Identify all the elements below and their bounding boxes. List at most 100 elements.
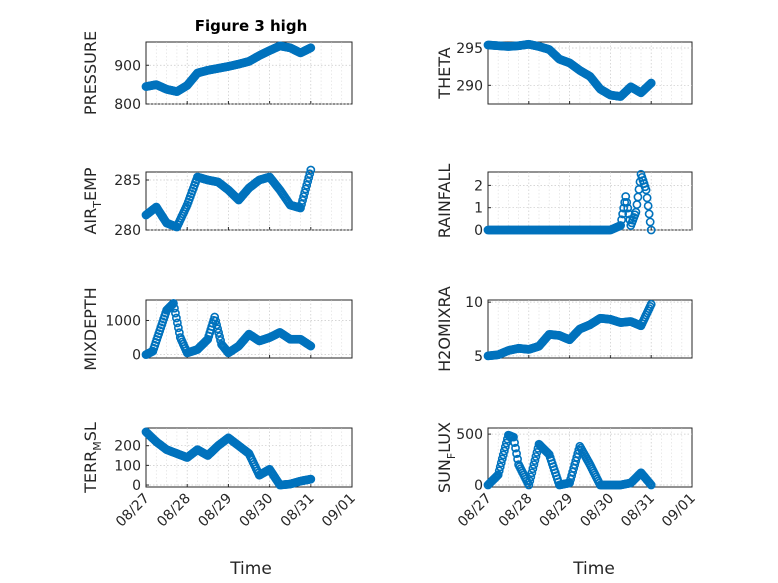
data-point xyxy=(645,79,655,89)
y-tick-label: 0 xyxy=(474,223,483,239)
data-point xyxy=(304,173,314,182)
x-axis-label-right: Time xyxy=(572,559,615,579)
y-axis-label: THETA xyxy=(435,47,454,99)
y-tick-label: 1 xyxy=(474,201,483,217)
y-tick-label: 5 xyxy=(474,349,483,365)
data-point xyxy=(513,454,522,464)
data-point xyxy=(646,480,656,490)
y-tick-label: 285 xyxy=(114,173,141,189)
data-point xyxy=(296,203,305,213)
data-point xyxy=(172,318,182,328)
data-point xyxy=(644,80,654,90)
data-point xyxy=(528,464,538,474)
figure-title: Figure 3 high xyxy=(195,17,308,35)
data-point xyxy=(643,201,653,211)
data-point xyxy=(642,193,652,203)
data-point xyxy=(617,215,627,225)
y-tick-label: 900 xyxy=(114,58,141,74)
data-point xyxy=(641,185,651,195)
x-tick-label: 08/28 xyxy=(154,491,194,531)
x-tick-label: 09/01 xyxy=(319,491,359,531)
y-tick-label: 500 xyxy=(456,427,483,443)
data-point xyxy=(644,478,654,487)
data-point xyxy=(214,328,223,338)
data-point xyxy=(527,468,537,478)
data-point xyxy=(202,335,212,345)
data-point xyxy=(621,192,631,201)
data-point xyxy=(524,480,534,490)
data-point xyxy=(210,312,220,322)
panel-7: 0 100 200 TERRMSL 08/27 08/28 08/29 08/30 08/31 0… xyxy=(81,422,359,530)
y-tick-label: 280 xyxy=(114,223,141,239)
y-axis-label: RAINFALL xyxy=(435,164,454,239)
y-tick-label: 200 xyxy=(114,439,141,455)
data-point xyxy=(500,442,510,452)
y-axis-label: H2OMIXRA xyxy=(435,286,454,372)
data-point xyxy=(646,225,656,235)
x-tick-label: 08/30 xyxy=(577,491,617,531)
y-axis-label: SUNFLUX xyxy=(435,422,458,493)
data-point xyxy=(529,460,539,470)
data-point xyxy=(645,479,655,489)
data-point xyxy=(618,209,628,219)
data-point xyxy=(306,43,316,53)
data-point xyxy=(300,188,310,198)
data-point xyxy=(492,471,502,481)
y-tick-label: 0 xyxy=(474,478,483,494)
x-tick-label: 09/01 xyxy=(659,491,699,531)
data-point xyxy=(623,203,633,213)
data-point xyxy=(622,197,632,207)
x-tick-label: 08/29 xyxy=(195,491,235,531)
data-point xyxy=(297,199,306,209)
data-point xyxy=(526,472,536,482)
y-tick-label: 100 xyxy=(114,458,141,474)
panel-1: 800 900 PRESSURE xyxy=(81,31,353,115)
data-point xyxy=(494,466,504,476)
data-point xyxy=(305,169,315,179)
x-tick-label: 08/28 xyxy=(496,491,536,531)
data-point xyxy=(172,313,181,323)
data-point xyxy=(495,462,505,472)
data-point xyxy=(501,438,511,448)
y-tick-label: 1000 xyxy=(105,313,141,329)
data-point xyxy=(171,308,180,318)
data-point xyxy=(306,165,316,175)
y-axis-label: TERRMSL xyxy=(81,422,104,494)
data-point xyxy=(303,176,313,186)
data-point xyxy=(512,449,521,459)
data-point xyxy=(645,217,655,227)
data-point xyxy=(306,341,316,351)
data-point xyxy=(499,446,509,456)
data-point xyxy=(496,458,506,468)
data-point xyxy=(298,195,307,205)
data-point xyxy=(306,474,316,484)
data-point xyxy=(211,316,221,326)
data-point xyxy=(616,221,625,230)
data-point xyxy=(170,303,179,313)
data-point xyxy=(301,184,311,194)
x-tick-label: 08/27 xyxy=(113,491,153,531)
y-tick-label: 10 xyxy=(465,295,483,311)
data-point xyxy=(511,443,520,453)
y-tick-label: 2 xyxy=(474,178,483,194)
data-point xyxy=(299,192,308,201)
y-axis-label: MIXDEPTH xyxy=(81,287,100,370)
data-point xyxy=(212,320,222,330)
data-point xyxy=(493,470,503,480)
x-tick-label: 08/31 xyxy=(278,491,318,531)
y-axis-label: AIRTEMP xyxy=(81,167,104,234)
data-point xyxy=(302,180,312,190)
panel-4: 0 1 2 RAINFALL xyxy=(435,164,693,239)
data-point xyxy=(497,454,507,464)
y-tick-label: 0 xyxy=(132,478,141,494)
data-point xyxy=(510,438,519,448)
data-point xyxy=(498,450,508,460)
x-axis-label-left: Time xyxy=(229,559,272,579)
panel-3: 280 285 AIRTEMP xyxy=(81,165,353,239)
x-tick-label: 08/31 xyxy=(618,491,658,531)
data-point xyxy=(509,432,518,442)
data-point xyxy=(532,448,542,457)
